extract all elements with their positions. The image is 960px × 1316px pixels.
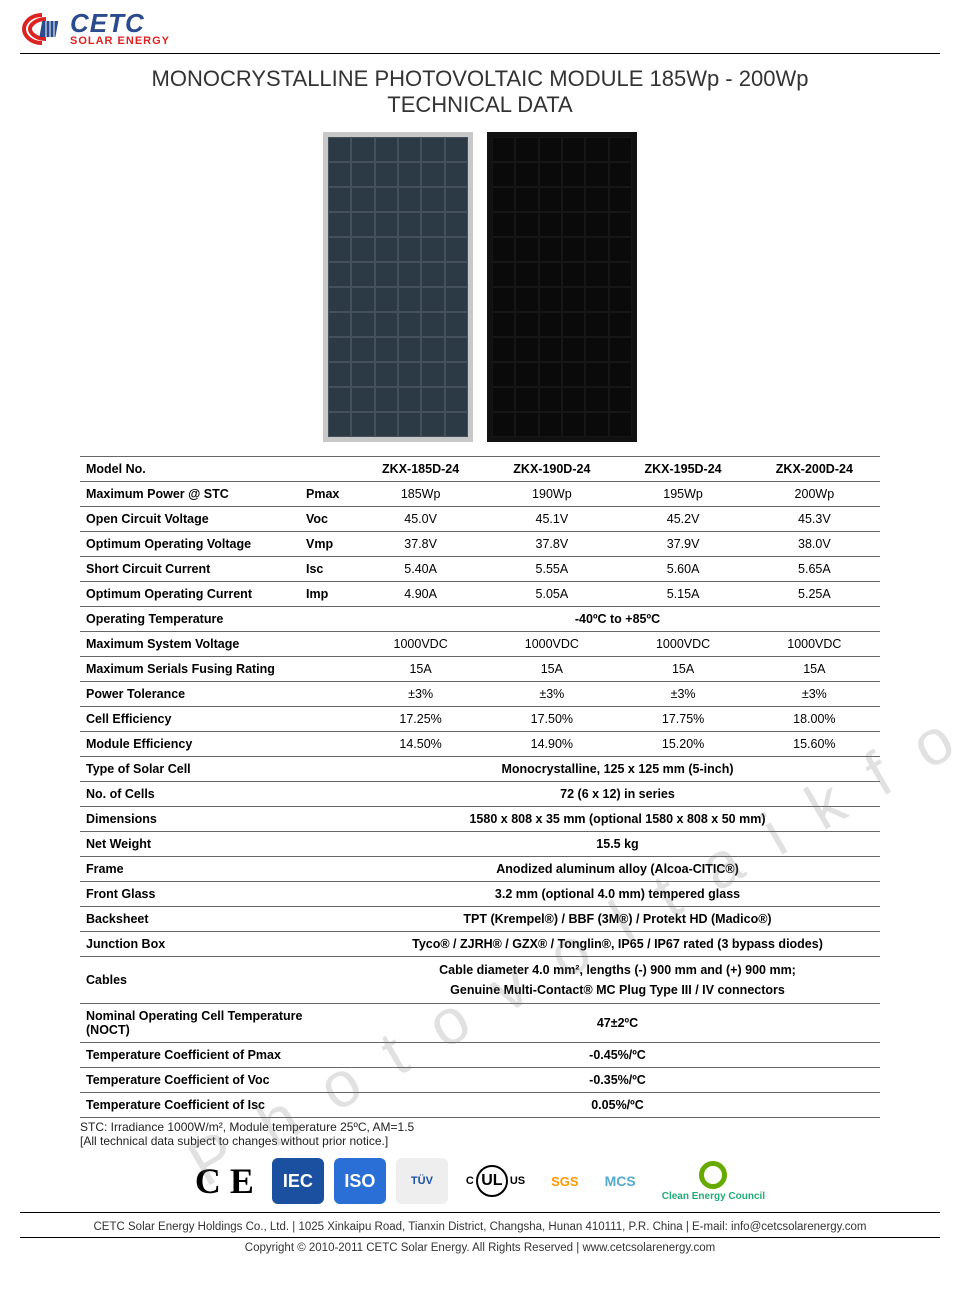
table-row: Optimum Operating CurrentImp4.90A5.05A5.… [80, 582, 880, 607]
table-row: Nominal Operating Cell Temperature (NOCT… [80, 1004, 880, 1043]
panel-black [487, 132, 637, 442]
table-row: Maximum System Voltage1000VDC1000VDC1000… [80, 632, 880, 657]
table-row: FrameAnodized aluminum alloy (Alcoa-CITI… [80, 857, 880, 882]
table-row: Cell Efficiency17.25%17.50%17.75%18.00% [80, 707, 880, 732]
divider [20, 53, 940, 54]
certifications: C E IEC ISO TÜV C UL US SGS MCS Clean En… [20, 1158, 940, 1204]
logo-icon [20, 11, 64, 47]
row-op-temp: Operating Temperature -40ºC to +85ºC [80, 607, 880, 632]
divider [20, 1237, 940, 1238]
title-line-2: TECHNICAL DATA [20, 92, 940, 118]
cert-cec-icon: Clean Energy Council [654, 1158, 773, 1204]
table-row: Open Circuit VoltageVoc45.0V45.1V45.2V45… [80, 507, 880, 532]
row-cables: Cables Cable diameter 4.0 mm², lengths (… [80, 957, 880, 1004]
table-row: Temperature Coefficient of Pmax-0.45%/ºC [80, 1043, 880, 1068]
cert-ce-icon: C E [187, 1158, 262, 1204]
hdr-model: Model No. [80, 457, 300, 482]
table-row: Temperature Coefficient of Isc0.05%/ºC [80, 1093, 880, 1118]
table-row: Type of Solar CellMonocrystalline, 125 x… [80, 757, 880, 782]
table-row: Front Glass3.2 mm (optional 4.0 mm) temp… [80, 882, 880, 907]
table-row: Net Weight15.5 kg [80, 832, 880, 857]
footer-copyright: Copyright © 2010-2011 CETC Solar Energy.… [20, 1242, 940, 1254]
page: CETC SOLAR ENERGY MONOCRYSTALLINE PHOTOV… [0, 0, 960, 1278]
table-row: Maximum Power @ STCPmax185Wp190Wp195Wp20… [80, 482, 880, 507]
divider [20, 1212, 940, 1213]
hdr-col2: ZKX-190D-24 [486, 457, 617, 482]
footer-address: CETC Solar Energy Holdings Co., Ltd. | 1… [20, 1221, 940, 1233]
footer: CETC Solar Energy Holdings Co., Ltd. | 1… [20, 1221, 940, 1254]
table-row: Dimensions1580 x 808 x 35 mm (optional 1… [80, 807, 880, 832]
cert-ul-icon: C UL US [458, 1158, 533, 1204]
table-row: Power Tolerance±3%±3%±3%±3% [80, 682, 880, 707]
title-line-1: MONOCRYSTALLINE PHOTOVOLTAIC MODULE 185W… [20, 66, 940, 92]
table-row: No. of Cells72 (6 x 12) in series [80, 782, 880, 807]
table-row: Temperature Coefficient of Voc-0.35%/ºC [80, 1068, 880, 1093]
table-row: BacksheetTPT (Krempel®) / BBF (3M®) / Pr… [80, 907, 880, 932]
table-row: Junction BoxTyco® / ZJRH® / GZX® / Tongl… [80, 932, 880, 957]
table-row: Module Efficiency14.50%14.90%15.20%15.60… [80, 732, 880, 757]
logo: CETC SOLAR ENERGY [20, 10, 940, 47]
hdr-col3: ZKX-195D-24 [617, 457, 748, 482]
logo-brand: CETC [70, 10, 170, 36]
cert-mcs-icon: MCS [597, 1158, 644, 1204]
note-stc: STC: Irradiance 1000W/m², Module tempera… [80, 1120, 880, 1134]
table-row: Short Circuit CurrentIsc5.40A5.55A5.60A5… [80, 557, 880, 582]
notes: STC: Irradiance 1000W/m², Module tempera… [80, 1120, 880, 1148]
note-disclaimer: [All technical data subject to changes w… [80, 1134, 880, 1148]
logo-subtitle: SOLAR ENERGY [70, 36, 170, 47]
cert-iso-icon: ISO [334, 1158, 386, 1204]
title-block: MONOCRYSTALLINE PHOTOVOLTAIC MODULE 185W… [20, 66, 940, 118]
cert-iec-icon: IEC [272, 1158, 324, 1204]
table-row: Maximum Serials Fusing Rating15A15A15A15… [80, 657, 880, 682]
panel-silver [323, 132, 473, 442]
cert-sgs-icon: SGS [543, 1158, 586, 1204]
panel-images [20, 132, 940, 442]
cert-tuv-icon: TÜV [396, 1158, 448, 1204]
table-header-row: Model No. ZKX-185D-24 ZKX-190D-24 ZKX-19… [80, 457, 880, 482]
hdr-col4: ZKX-200D-24 [749, 457, 880, 482]
hdr-col1: ZKX-185D-24 [355, 457, 486, 482]
spec-table: Model No. ZKX-185D-24 ZKX-190D-24 ZKX-19… [80, 456, 880, 1118]
table-row: Optimum Operating VoltageVmp37.8V37.8V37… [80, 532, 880, 557]
